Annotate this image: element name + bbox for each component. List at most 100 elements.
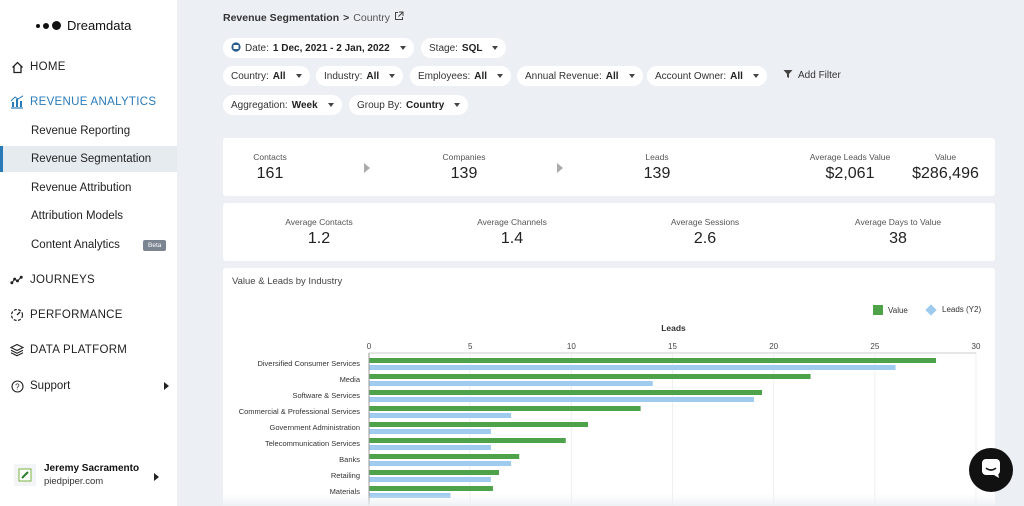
country-filter-value: All <box>272 70 286 82</box>
sidebar-item-label: Attribution Models <box>31 210 124 222</box>
legend-diamond-icon <box>925 303 937 316</box>
companies-label: Companies <box>442 152 486 162</box>
value-label: Value <box>934 152 957 162</box>
date-filter-value: 1 Dec, 2021 - 2 Jan, 2022 <box>272 42 390 54</box>
country-filter-label: Country: <box>231 70 269 82</box>
sidebar-item-revenue-attribution[interactable]: Revenue Attribution <box>0 175 177 201</box>
company-avatar <box>14 464 36 486</box>
stage-filter-value: SQL <box>461 42 483 54</box>
sidebar-item-attribution-models[interactable]: Attribution Models <box>0 203 177 229</box>
employees-filter-label: Employees: <box>418 70 471 82</box>
aggregation-label: Aggregation: <box>231 99 288 111</box>
home-icon <box>10 60 24 74</box>
value-stat: Value $286,496 <box>903 152 988 183</box>
group-by-value: Country <box>406 99 445 111</box>
layers-icon <box>10 343 24 357</box>
chart-card: Value & Leads by Industry Value Leads (Y… <box>223 268 995 506</box>
breadcrumb: Revenue Segmentation > Country <box>223 11 404 24</box>
chevron-down-icon <box>327 103 334 107</box>
filter-icon <box>783 69 793 82</box>
date-filter[interactable]: Date: 1 Dec, 2021 - 2 Jan, 2022 <box>223 38 414 58</box>
nav-support[interactable]: ? Support <box>10 379 169 393</box>
account-owner-filter-label: Account Owner: <box>655 70 727 82</box>
nav-home[interactable]: HOME <box>10 60 66 74</box>
contacts-value: 161 <box>256 165 284 182</box>
industry-filter[interactable]: Industry: All <box>316 66 404 86</box>
sidebar-item-label: Revenue Reporting <box>31 125 131 137</box>
annual-revenue-filter-value: All <box>605 70 619 82</box>
legend-leads-label: Leads (Y2) <box>942 305 982 314</box>
avg-channels-stat: Average Channels 1.4 <box>452 217 572 248</box>
leads-stat: Leads 139 <box>597 152 717 183</box>
chart-title: Value & Leads by Industry <box>232 276 343 287</box>
nav-support-label: Support <box>30 380 71 392</box>
legend-square-icon <box>873 305 883 315</box>
contacts-label: Contacts <box>253 152 287 162</box>
logo-text: Dreamdata <box>67 18 132 33</box>
performance-icon <box>10 308 24 322</box>
country-filter[interactable]: Country: All <box>223 66 310 86</box>
nav-data-platform-label: DATA PLATFORM <box>30 344 128 356</box>
employees-filter-value: All <box>474 70 488 82</box>
avg-leads-value-value: $2,061 <box>825 165 875 182</box>
legend-leads[interactable]: Leads (Y2) <box>925 303 982 316</box>
account-owner-filter-value: All <box>730 70 743 82</box>
revenue-analytics-icon <box>10 95 24 109</box>
aggregation-value: Week <box>291 99 318 111</box>
date-filter-label: Date: <box>245 42 269 54</box>
sidebar-item-revenue-segmentation[interactable]: Revenue Segmentation <box>0 146 177 172</box>
avg-sessions-stat: Average Sessions 2.6 <box>645 217 765 248</box>
user-profile[interactable]: Jeremy Sacramento piedpiper.com <box>14 463 139 487</box>
breadcrumb-current: Country <box>353 11 391 24</box>
nav-revenue-analytics-label: REVENUE ANALYTICS <box>30 96 157 108</box>
funnel-card: Contacts 161 Companies 139 Leads 139 Ave… <box>223 138 995 196</box>
avg-contacts-value: 1.2 <box>307 230 331 247</box>
annual-revenue-filter[interactable]: Annual Revenue: All <box>517 66 643 86</box>
nav-performance[interactable]: PERFORMANCE <box>10 308 123 322</box>
dreamdata-logo[interactable]: Dreamdata <box>36 18 131 33</box>
chevron-down-icon <box>454 103 461 107</box>
breadcrumb-parent[interactable]: Revenue Segmentation <box>223 11 340 24</box>
sidebar-item-content-analytics[interactable]: Content Analytics Beta <box>0 232 177 258</box>
chevron-down-icon <box>628 74 635 78</box>
employees-filter[interactable]: Employees: All <box>410 66 512 86</box>
user-menu-chevron-icon[interactable] <box>154 473 159 481</box>
funnel-arrow-icon <box>364 163 370 173</box>
nav-journeys[interactable]: JOURNEYS <box>10 273 95 287</box>
add-filter-button[interactable]: Add Filter <box>783 69 841 82</box>
sidebar: Dreamdata HOME REVENUE ANALYTICS Revenue… <box>0 0 177 506</box>
chat-icon <box>980 457 1002 484</box>
chevron-right-icon <box>164 382 169 390</box>
calendar-icon <box>231 41 241 55</box>
avg-channels-label: Average Channels <box>477 217 547 227</box>
stage-filter[interactable]: Stage: SQL <box>421 38 507 58</box>
external-link-icon[interactable] <box>394 11 404 24</box>
legend-value-label: Value <box>888 305 908 315</box>
aggregation-selector[interactable]: Aggregation: Week <box>223 95 342 115</box>
chat-widget-button[interactable] <box>969 448 1013 492</box>
chevron-down-icon <box>752 74 759 78</box>
add-filter-label: Add Filter <box>798 70 841 81</box>
annual-revenue-filter-label: Annual Revenue: <box>525 70 602 82</box>
sidebar-item-label: Content Analytics <box>31 239 120 251</box>
chevron-down-icon <box>399 46 406 50</box>
beta-badge: Beta <box>143 239 167 251</box>
group-by-selector[interactable]: Group By: Country <box>349 95 469 115</box>
companies-stat: Companies 139 <box>404 152 524 183</box>
leads-value: 139 <box>643 165 671 182</box>
nav-performance-label: PERFORMANCE <box>30 309 123 321</box>
sidebar-item-label: Revenue Segmentation <box>31 153 152 165</box>
contacts-stat: Contacts 161 <box>230 152 310 183</box>
nav-data-platform[interactable]: DATA PLATFORM <box>10 343 127 357</box>
chevron-down-icon <box>492 46 499 50</box>
avg-days-label: Average Days to Value <box>854 217 942 227</box>
chevron-down-icon <box>295 74 302 78</box>
legend-value[interactable]: Value <box>873 305 908 315</box>
account-owner-filter[interactable]: Account Owner: All <box>647 66 767 86</box>
nav-journeys-label: JOURNEYS <box>30 274 96 286</box>
nav-revenue-analytics[interactable]: REVENUE ANALYTICS <box>10 95 156 109</box>
chevron-down-icon <box>497 74 504 78</box>
chevron-down-icon <box>389 74 396 78</box>
sidebar-item-revenue-reporting[interactable]: Revenue Reporting <box>0 118 177 144</box>
avg-channels-value: 1.4 <box>500 230 524 247</box>
